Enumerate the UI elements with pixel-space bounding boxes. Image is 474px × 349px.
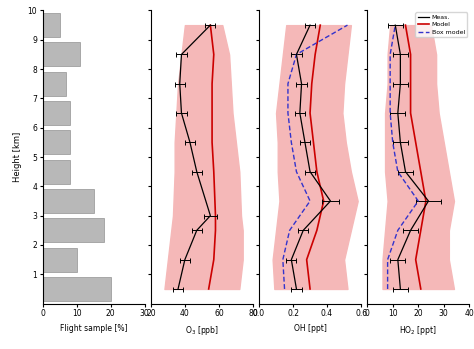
Bar [43, 160, 70, 184]
X-axis label: Flight sample [%]: Flight sample [%] [60, 324, 128, 333]
Bar [43, 189, 94, 213]
Bar [43, 13, 60, 37]
Legend: Meas., Model, Box model: Meas., Model, Box model [415, 12, 467, 37]
Bar [43, 43, 80, 66]
Y-axis label: Height [km]: Height [km] [13, 132, 22, 182]
Bar [43, 277, 111, 301]
Bar [43, 218, 104, 242]
Bar [43, 131, 70, 154]
X-axis label: OH [ppt]: OH [ppt] [293, 324, 327, 333]
X-axis label: HO$_2$ [ppt]: HO$_2$ [ppt] [399, 324, 437, 337]
Bar [43, 101, 70, 125]
Bar [43, 248, 77, 272]
X-axis label: O$_3$ [ppb]: O$_3$ [ppb] [185, 324, 219, 337]
Bar [43, 72, 66, 96]
